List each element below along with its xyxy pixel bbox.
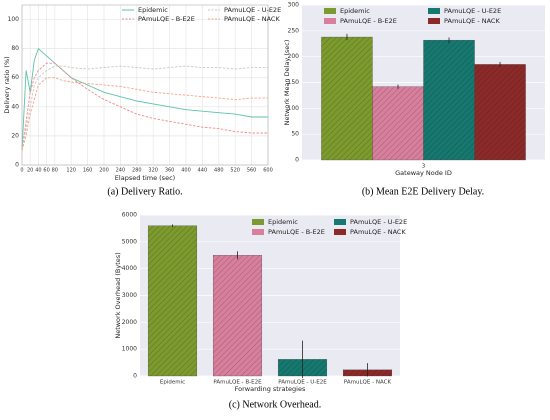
legend-swatch: [252, 219, 264, 225]
y-tick-label: 0: [133, 373, 137, 380]
x-axis-label: Gateway Node ID: [395, 169, 452, 177]
legend-swatch: [334, 219, 346, 225]
y-tick-label: 0: [15, 162, 19, 169]
x-axis-label: Elapsed time (sec): [115, 174, 175, 182]
x-tick-label: 600: [263, 168, 273, 174]
y-tick-label: 40: [11, 103, 19, 110]
x-tick-label: 360: [165, 168, 175, 174]
legend-label: PAmuLQE - U-E2E: [224, 6, 281, 14]
bar-hatch: [474, 64, 526, 160]
x-tick-label: PAmuLQE - U-E2E: [278, 380, 327, 386]
y-tick-label: 5000: [122, 238, 137, 245]
chart-panel: 0 1000 2000 3000 4000 5000 6000 Network Overhea…: [114, 212, 407, 411]
caption: (a) Delivery Ratio.: [107, 186, 182, 197]
y-tick-label: 20: [11, 132, 19, 139]
y-tick-label: 300: [288, 2, 300, 9]
series-line: [21, 62, 268, 151]
x-tick-label: 120: [66, 168, 76, 174]
legend-swatch: [324, 18, 336, 24]
legend-label: Epidemic: [268, 218, 298, 226]
x-tick-label: 560: [247, 168, 257, 174]
series-line: [21, 65, 268, 151]
y-tick-label: 2000: [122, 319, 137, 326]
legend-label: PAmuLQE - NACK: [350, 228, 406, 236]
bar-hatch: [321, 37, 373, 160]
legend-label: Epidemic: [340, 7, 370, 15]
chart-panel: 0 50 100 150 200 250 300 Network Mean Delay (se…: [283, 2, 545, 197]
plot-frame: [21, 4, 269, 166]
legend-label: PAmuLQE - B-E2E: [268, 228, 325, 236]
x-tick-label: 40: [35, 168, 41, 174]
legend-label: PAmuLQE - U-E2E: [350, 218, 407, 226]
x-tick-label: 20: [27, 168, 33, 174]
y-tick-label: 80: [11, 45, 19, 52]
plot-background: [22, 5, 268, 165]
bar-hatch: [423, 40, 475, 161]
legend-label: PAmuLQE - B-E2E: [340, 17, 397, 25]
legend-swatch: [428, 18, 440, 24]
x-tick-label: PAmuLQE - NACK: [344, 380, 392, 386]
y-tick-label: 1000: [122, 346, 137, 353]
bar-hatch: [148, 225, 197, 376]
y-axis-label: Network Mean Delay (sec): [283, 40, 291, 126]
x-tick-label: 3: [422, 164, 426, 170]
legend-label: PAmuLQE - U-E2E: [444, 7, 501, 15]
x-tick-label: 240: [116, 168, 126, 174]
series-line: [21, 77, 268, 151]
y-tick-label: 200: [288, 53, 300, 60]
legend-swatch: [252, 229, 264, 235]
x-tick-label: PAmuLQE - B-E2E: [213, 380, 262, 386]
y-tick-label: 6000: [122, 212, 137, 219]
legend-label: PAmuLQE - NACK: [224, 15, 280, 23]
y-tick-label: 0: [295, 157, 299, 164]
y-tick-label: 150: [288, 79, 300, 86]
y-axis-label: Network Overhead (Bytes): [114, 252, 122, 338]
x-tick-label: 80: [52, 168, 58, 174]
x-tick-label: 480: [214, 168, 224, 174]
x-tick-label: 160: [83, 168, 93, 174]
x-tick-label: 0: [20, 168, 23, 174]
x-tick-label: Epidemic: [160, 380, 185, 386]
series-line: [21, 47, 268, 151]
x-tick-label: 60: [43, 168, 49, 174]
legend-label: Epidemic: [138, 6, 168, 14]
legend-label: PAmuLQE - B-E2E: [138, 15, 195, 23]
x-tick-label: 280: [132, 168, 142, 174]
y-tick-label: 60: [11, 74, 19, 81]
y-tick-label: 250: [288, 27, 300, 34]
y-tick-label: 50: [291, 131, 299, 138]
x-tick-label: 320: [148, 168, 158, 174]
bar-hatch: [372, 86, 424, 160]
bar-hatch: [213, 255, 262, 376]
x-axis-label: Forwarding strategies: [235, 385, 306, 393]
legend-swatch: [324, 8, 336, 14]
y-axis-label: Delivery ratio (%): [3, 56, 11, 113]
caption: (b) Mean E2E Delivery Delay.: [362, 186, 484, 197]
legend-swatch: [428, 8, 440, 14]
x-tick-label: 520: [230, 168, 240, 174]
caption: (c) Network Overhead.: [229, 399, 321, 410]
x-tick-label: 200: [99, 168, 109, 174]
x-tick-label: 440: [198, 168, 208, 174]
y-tick-label: 4000: [122, 265, 137, 272]
legend-label: PAmuLQE - NACK: [444, 17, 500, 25]
legend-swatch: [334, 229, 346, 235]
y-tick-label: 100: [288, 105, 300, 112]
x-tick-label: 400: [181, 168, 191, 174]
y-tick-label: 100: [8, 16, 20, 23]
y-tick-label: 3000: [122, 292, 137, 299]
